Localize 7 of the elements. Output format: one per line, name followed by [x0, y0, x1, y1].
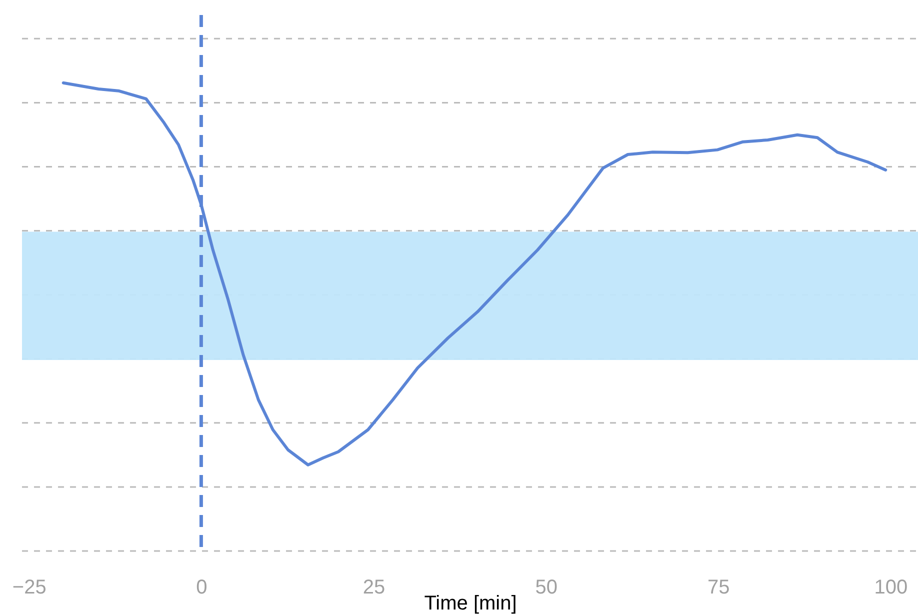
- x-tick-label: 50: [535, 576, 558, 598]
- x-tick-label: 75: [708, 576, 730, 598]
- x-tick-label: −25: [12, 576, 46, 598]
- x-axis-title: Time [min]: [424, 592, 517, 614]
- x-tick-label: 100: [874, 576, 908, 598]
- x-tick-label: 25: [362, 576, 386, 598]
- x-tick-label: 0: [196, 576, 208, 598]
